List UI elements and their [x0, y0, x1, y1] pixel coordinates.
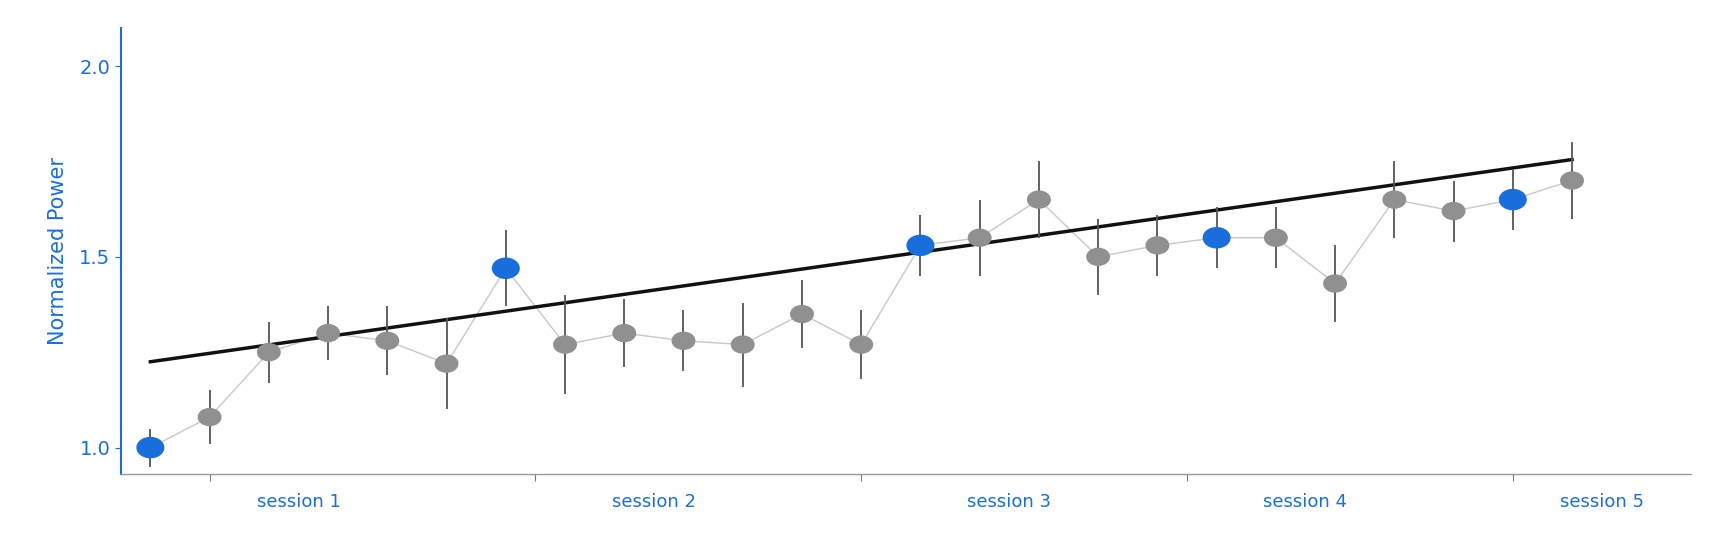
- Ellipse shape: [136, 437, 164, 458]
- Text: session 4: session 4: [1263, 493, 1347, 511]
- Ellipse shape: [907, 235, 933, 256]
- Ellipse shape: [1264, 229, 1287, 246]
- Text: session 1: session 1: [257, 493, 340, 511]
- Ellipse shape: [1499, 190, 1527, 210]
- Ellipse shape: [850, 336, 873, 353]
- Y-axis label: Normalized Power: Normalized Power: [48, 157, 67, 345]
- Text: session 2: session 2: [612, 493, 695, 511]
- Ellipse shape: [968, 229, 990, 246]
- Ellipse shape: [673, 332, 695, 349]
- Ellipse shape: [1383, 191, 1406, 208]
- Text: session 3: session 3: [968, 493, 1051, 511]
- Ellipse shape: [612, 325, 635, 341]
- Text: session 5: session 5: [1559, 493, 1644, 511]
- Ellipse shape: [1028, 191, 1051, 208]
- Ellipse shape: [1145, 237, 1168, 254]
- Ellipse shape: [554, 336, 576, 353]
- Ellipse shape: [257, 344, 279, 360]
- Ellipse shape: [376, 332, 398, 349]
- Ellipse shape: [790, 306, 812, 323]
- Ellipse shape: [1442, 203, 1465, 219]
- Ellipse shape: [1561, 172, 1584, 189]
- Ellipse shape: [1087, 248, 1109, 265]
- Ellipse shape: [1204, 228, 1230, 248]
- Ellipse shape: [492, 258, 519, 278]
- Ellipse shape: [198, 408, 221, 426]
- Ellipse shape: [317, 325, 340, 341]
- Ellipse shape: [435, 355, 457, 372]
- Ellipse shape: [731, 336, 754, 353]
- Ellipse shape: [1323, 275, 1346, 292]
